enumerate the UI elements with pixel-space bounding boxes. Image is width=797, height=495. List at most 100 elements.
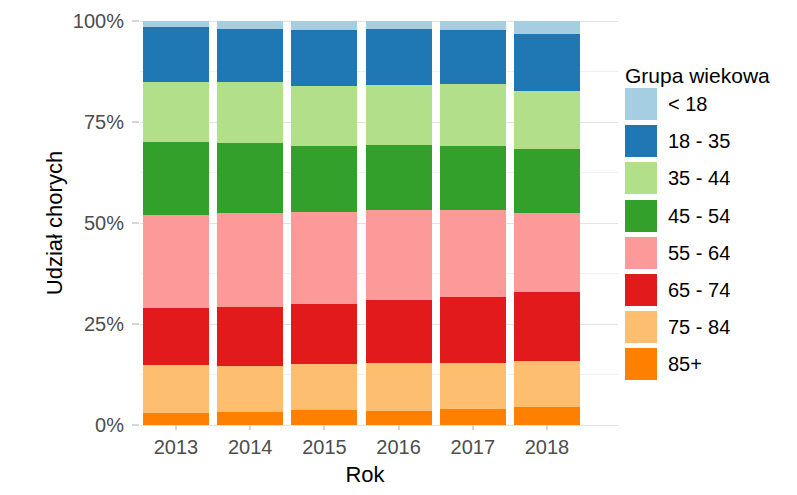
bar-segment-2013-45-54 xyxy=(143,142,209,214)
bar-segment-2015-75-84 xyxy=(291,364,357,410)
x-tick-mark xyxy=(323,425,325,430)
bar-segment-2015-<18 xyxy=(291,21,357,30)
bar-segment-2013-75-84 xyxy=(143,365,209,413)
legend-item-65-74: 65 - 74 xyxy=(625,274,795,306)
legend-item-45-54: 45 - 54 xyxy=(625,200,795,232)
x-axis-title: Rok xyxy=(325,462,405,486)
bar-segment-2018-35-44 xyxy=(514,91,580,149)
legend-item-55-64: 55 - 64 xyxy=(625,237,795,269)
bar-segment-2018-<18 xyxy=(514,21,580,34)
bar-segment-2018-45-54 xyxy=(514,149,580,213)
x-tick-mark xyxy=(249,425,251,430)
x-tick-mark xyxy=(546,425,548,430)
bar-segment-2015-85+ xyxy=(291,410,357,425)
bar-segment-2014-45-54 xyxy=(217,143,283,213)
legend-label: 85+ xyxy=(668,348,702,380)
bar-2015 xyxy=(291,21,357,425)
bar-segment-2017-65-74 xyxy=(440,297,506,363)
bar-segment-2014-18-35 xyxy=(217,29,283,82)
bar-segment-2015-55-64 xyxy=(291,212,357,304)
bar-segment-2015-45-54 xyxy=(291,146,357,211)
bar-segment-2013-<18 xyxy=(143,21,209,27)
bar-2014 xyxy=(217,21,283,425)
legend-swatch-18-35 xyxy=(625,125,657,157)
x-tick-mark xyxy=(175,425,177,430)
bar-2018 xyxy=(514,21,580,425)
bar-segment-2017-<18 xyxy=(440,21,506,30)
bar-segment-2013-35-44 xyxy=(143,82,209,142)
bar-segment-2014-<18 xyxy=(217,21,283,29)
bar-segment-2013-85+ xyxy=(143,413,209,425)
bar-segment-2015-65-74 xyxy=(291,304,357,364)
y-tick-mark xyxy=(132,424,139,426)
bar-segment-2013-65-74 xyxy=(143,308,209,365)
legend-label: 75 - 84 xyxy=(668,311,730,343)
legend-swatch-75-84 xyxy=(625,311,657,343)
legend-item-18-35: 18 - 35 xyxy=(625,125,795,157)
legend-swatch-65-74 xyxy=(625,274,657,306)
legend-label: 18 - 35 xyxy=(668,125,730,157)
bar-segment-2013-55-64 xyxy=(143,215,209,308)
y-tick-label-100pct: 100% xyxy=(49,11,124,31)
bar-segment-2016-45-54 xyxy=(366,145,432,210)
bar-segment-2017-55-64 xyxy=(440,210,506,297)
stacked-bar-chart-figure: Udział chorych Rok Grupa wiekowa < 1818 … xyxy=(0,0,797,495)
bar-segment-2014-75-84 xyxy=(217,366,283,412)
x-tick-mark xyxy=(398,425,400,430)
y-tick-label-75pct: 75% xyxy=(49,112,124,132)
bar-segment-2016-85+ xyxy=(366,411,432,425)
bar-segment-2016-35-44 xyxy=(366,85,432,145)
bar-segment-2015-35-44 xyxy=(291,86,357,146)
bar-segment-2016-75-84 xyxy=(366,363,432,411)
x-tick-label-2014: 2014 xyxy=(213,437,287,457)
legend-swatch-<18 xyxy=(625,88,657,120)
bar-segment-2017-75-84 xyxy=(440,363,506,409)
bar-segment-2014-55-64 xyxy=(217,213,283,307)
bar-segment-2017-35-44 xyxy=(440,84,506,147)
legend-label: 45 - 54 xyxy=(668,200,730,232)
legend-item-35-44: 35 - 44 xyxy=(625,162,795,194)
bar-segment-2018-55-64 xyxy=(514,213,580,293)
x-tick-label-2013: 2013 xyxy=(139,437,213,457)
bar-segment-2017-45-54 xyxy=(440,146,506,209)
legend-title: Grupa wiekowa xyxy=(625,64,770,88)
legend-swatch-85+ xyxy=(625,348,657,380)
bar-segment-2016-<18 xyxy=(366,21,432,29)
bar-segment-2013-18-35 xyxy=(143,27,209,82)
legend-label: 65 - 74 xyxy=(668,274,730,306)
y-tick-mark xyxy=(132,20,139,22)
bar-2013 xyxy=(143,21,209,425)
legend-item-<18: < 18 xyxy=(625,88,795,120)
bar-segment-2018-85+ xyxy=(514,407,580,425)
x-tick-label-2016: 2016 xyxy=(362,437,436,457)
bar-2017 xyxy=(440,21,506,425)
bar-segment-2018-75-84 xyxy=(514,361,580,407)
legend-swatch-55-64 xyxy=(625,237,657,269)
legend-label: 35 - 44 xyxy=(668,162,730,194)
bar-segment-2014-65-74 xyxy=(217,307,283,366)
x-tick-mark xyxy=(472,425,474,430)
bar-segment-2016-55-64 xyxy=(366,210,432,300)
y-tick-mark xyxy=(132,121,139,123)
bar-segment-2014-85+ xyxy=(217,412,283,425)
bar-2016 xyxy=(366,21,432,425)
legend-swatch-45-54 xyxy=(625,200,657,232)
bar-segment-2017-85+ xyxy=(440,409,506,425)
legend-label: 55 - 64 xyxy=(668,237,730,269)
y-tick-label-50pct: 50% xyxy=(49,213,124,233)
bar-segment-2014-35-44 xyxy=(217,82,283,142)
y-tick-label-25pct: 25% xyxy=(49,314,124,334)
bar-segment-2016-65-74 xyxy=(366,300,432,363)
y-tick-label-0pct: 0% xyxy=(49,415,124,435)
y-tick-mark xyxy=(132,323,139,325)
bar-segment-2017-18-35 xyxy=(440,30,506,84)
bar-segment-2018-18-35 xyxy=(514,34,580,91)
legend-swatch-35-44 xyxy=(625,162,657,194)
plot-panel xyxy=(140,21,618,425)
y-tick-mark xyxy=(132,222,139,224)
bar-segment-2015-18-35 xyxy=(291,30,357,87)
bar-segment-2016-18-35 xyxy=(366,29,432,85)
x-tick-label-2017: 2017 xyxy=(436,437,510,457)
legend-item-75-84: 75 - 84 xyxy=(625,311,795,343)
x-tick-label-2015: 2015 xyxy=(287,437,361,457)
